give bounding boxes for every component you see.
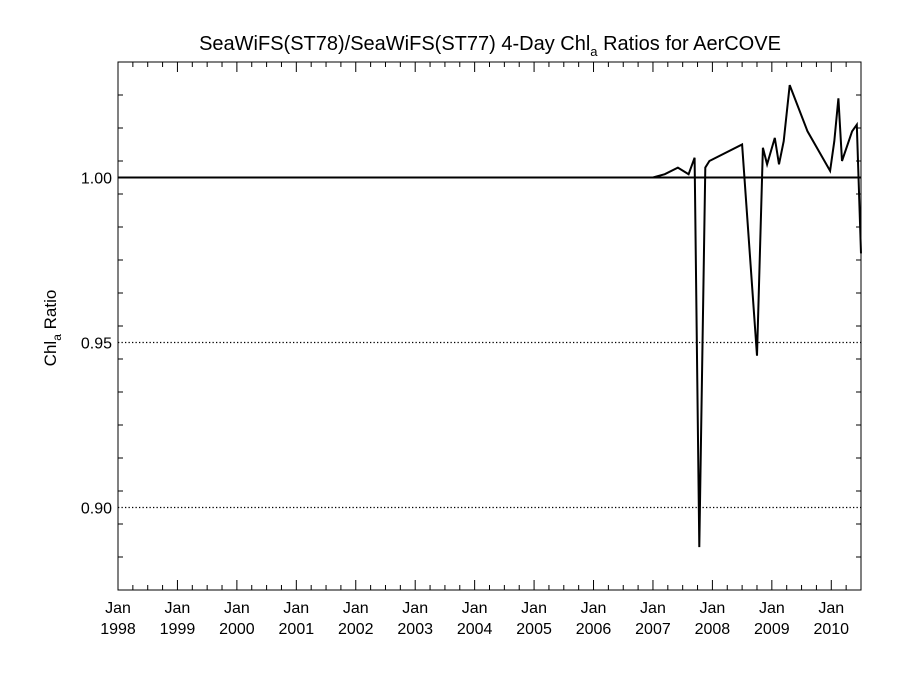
- x-tick-month: Jan: [402, 600, 428, 617]
- x-tick-month: Jan: [700, 600, 726, 617]
- reference-lines: [118, 176, 861, 509]
- x-tick-month: Jan: [224, 600, 250, 617]
- x-tick-year: 2000: [219, 621, 255, 638]
- y-tick-labels: 0.90 0.95 1.00: [81, 171, 112, 518]
- series-layer: [118, 84, 862, 548]
- chart-title-subscript: a: [590, 44, 598, 59]
- x-tick-year: 2007: [635, 621, 671, 638]
- x-tick-year: 1998: [100, 621, 136, 638]
- x-tick-year: 2008: [695, 621, 731, 638]
- x-tick-month: Jan: [343, 600, 369, 617]
- x-tick-month: Jan: [818, 600, 844, 617]
- x-tick-label: Jan 2009: [754, 600, 790, 638]
- x-tick-label: Jan 2005: [516, 600, 552, 638]
- y-axis-label: Chla Ratio: [41, 290, 64, 367]
- x-tick-month: Jan: [581, 600, 607, 617]
- x-tick-label: Jan 2007: [635, 600, 671, 638]
- y-tick-label: 0.90: [81, 501, 112, 518]
- x-tick-month: Jan: [165, 600, 191, 617]
- y-tick-label: 1.00: [81, 171, 112, 188]
- y-axis-label-subscript: a: [50, 334, 64, 341]
- x-tick-label: Jan 2006: [576, 600, 612, 638]
- x-tick-month: Jan: [462, 600, 488, 617]
- x-tick-year: 2010: [813, 621, 849, 638]
- series-line-0: [118, 84, 862, 548]
- chart-title-main: SeaWiFS(ST78)/SeaWiFS(ST77) 4-Day Chl: [199, 33, 590, 55]
- x-tick-year: 2003: [397, 621, 433, 638]
- x-tick-year: 2009: [754, 621, 790, 638]
- x-tick-month: Jan: [105, 600, 131, 617]
- x-tick-year: 2002: [338, 621, 374, 638]
- x-tick-year: 2001: [279, 621, 315, 638]
- x-tick-label: Jan 2010: [813, 600, 849, 638]
- x-tick-month: Jan: [759, 600, 785, 617]
- chart-title: SeaWiFS(ST78)/SeaWiFS(ST77) 4-Day Chla R…: [199, 33, 781, 59]
- x-tick-year: 2005: [516, 621, 552, 638]
- x-tick-year: 1999: [160, 621, 196, 638]
- x-tick-label: Jan 2000: [219, 600, 255, 638]
- x-tick-year: 2004: [457, 621, 493, 638]
- x-tick-label: Jan 2002: [338, 600, 374, 638]
- x-tick-label: Jan 1999: [160, 600, 196, 638]
- x-tick-month: Jan: [640, 600, 666, 617]
- x-tick-month: Jan: [283, 600, 309, 617]
- x-tick-month: Jan: [521, 600, 547, 617]
- x-tick-label: Jan 2001: [279, 600, 315, 638]
- plot-frame: [117, 61, 862, 591]
- axis-ticks: [117, 61, 862, 591]
- x-tick-label: Jan 2008: [695, 600, 731, 638]
- y-tick-label: 0.95: [81, 336, 112, 353]
- x-tick-label: Jan 2004: [457, 600, 493, 638]
- x-tick-labels: Jan 1998 Jan 1999 Jan 2000 Jan 2001 Jan 2002 Jan 20…: [100, 600, 849, 638]
- x-tick-label: Jan 2003: [397, 600, 433, 638]
- y-axis-label-suffix: Ratio: [41, 290, 60, 334]
- chart-title-suffix: Ratios for AerCOVE: [598, 33, 781, 55]
- x-tick-label: Jan 1998: [100, 600, 136, 638]
- x-tick-year: 2006: [576, 621, 612, 638]
- y-axis-label-main: Chl: [41, 341, 60, 367]
